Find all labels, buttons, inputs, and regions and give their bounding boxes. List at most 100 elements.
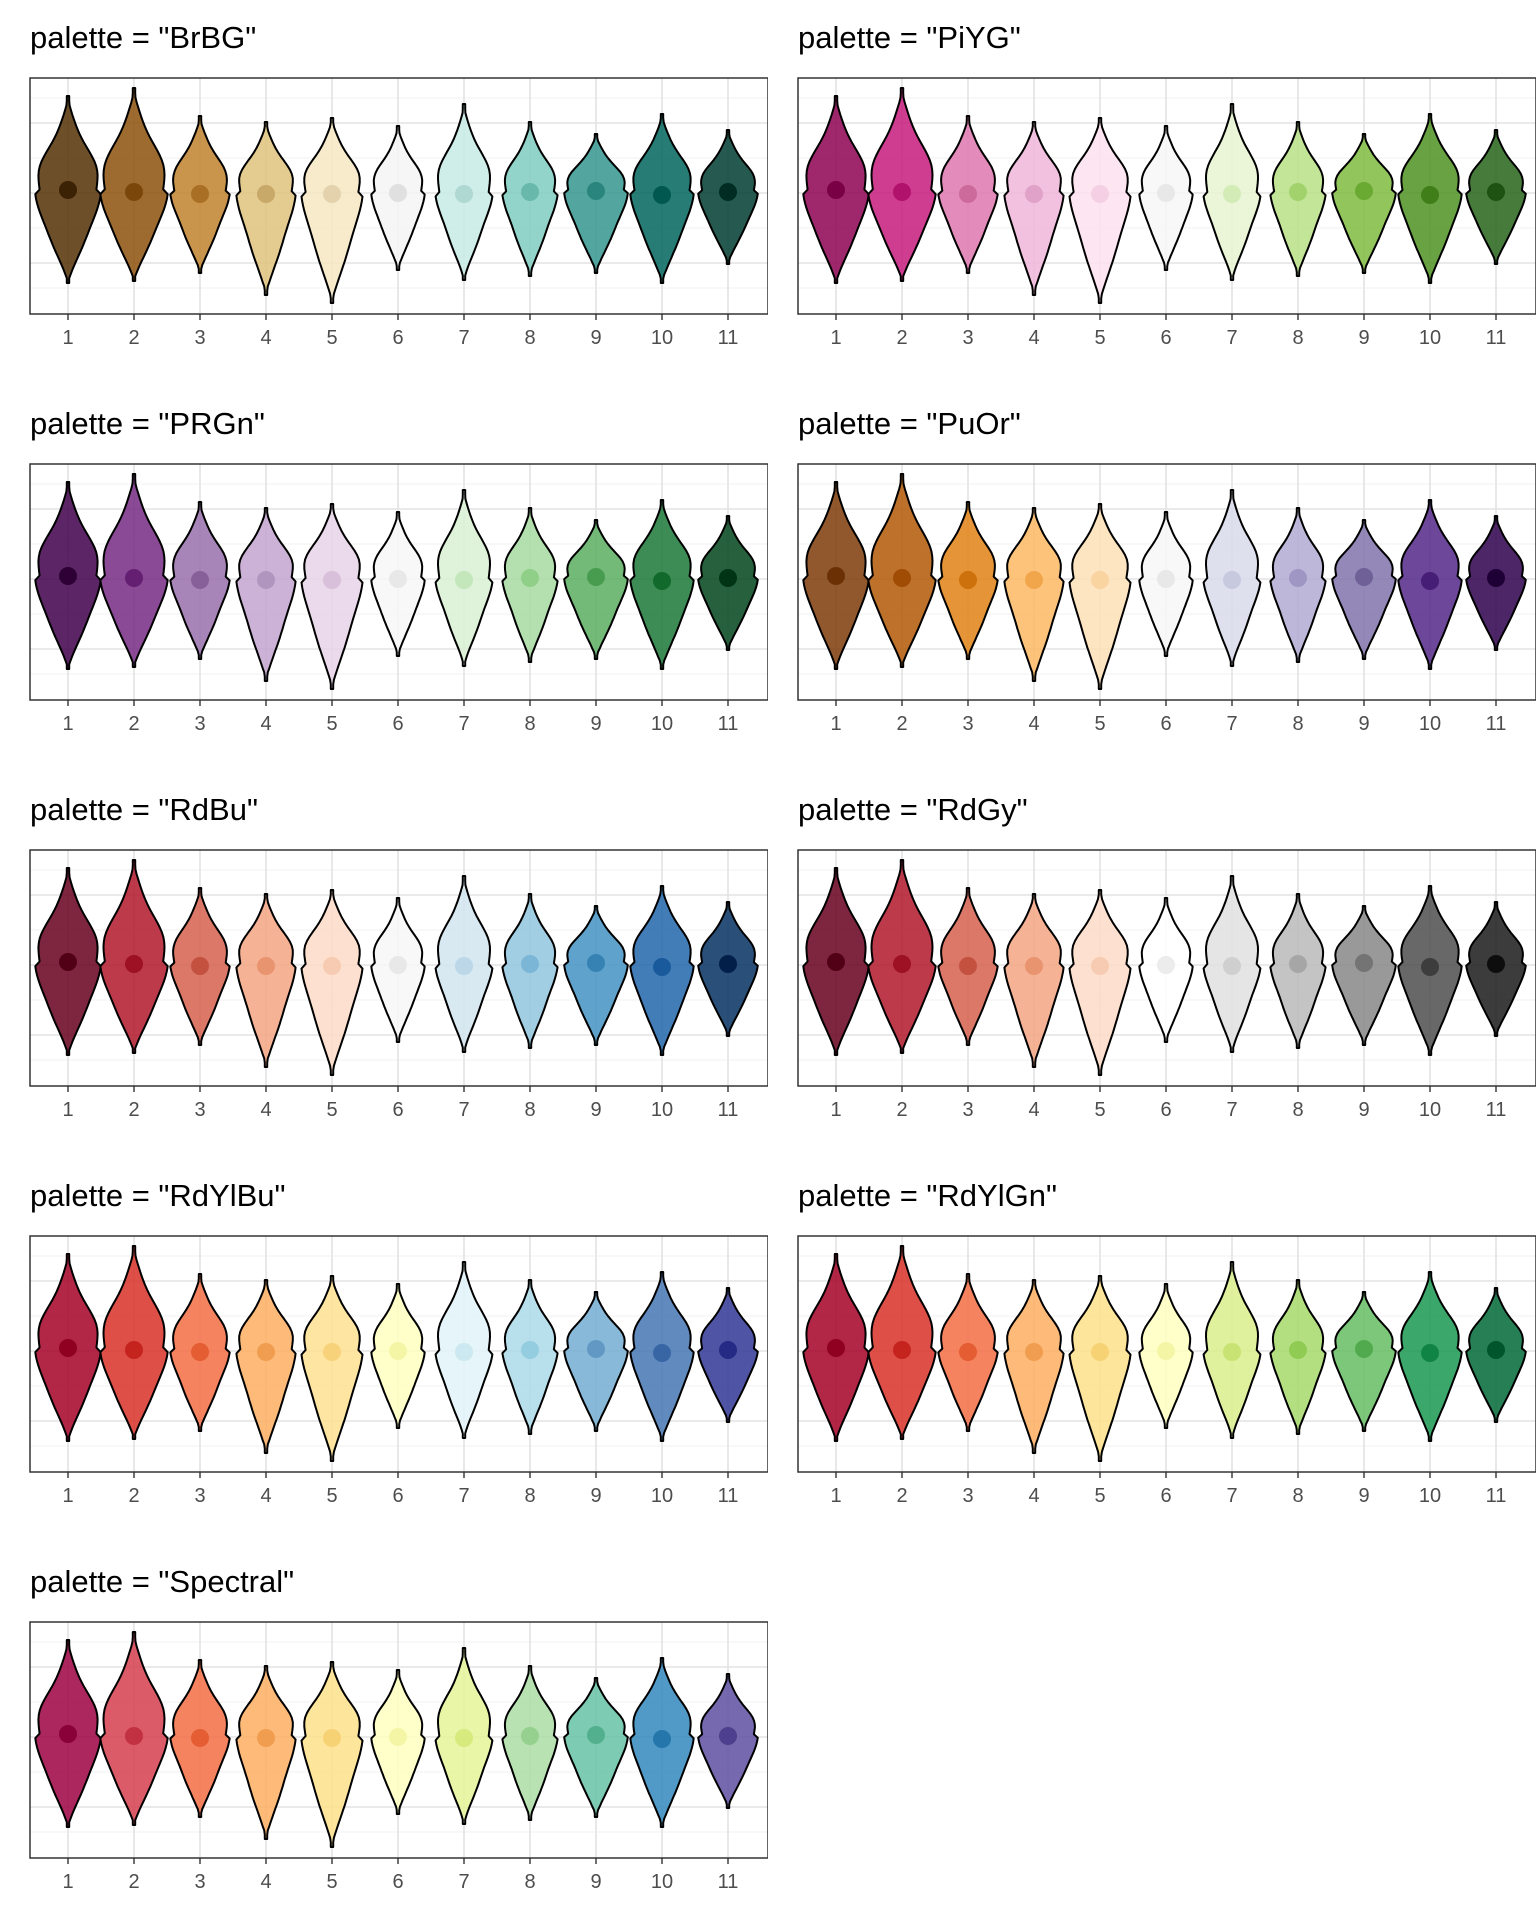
- x-tick-label: 3: [194, 327, 205, 349]
- median-point-7: [455, 1343, 473, 1361]
- x-tick-label: 5: [326, 713, 337, 735]
- median-point-9: [587, 1340, 605, 1358]
- median-point-8: [521, 569, 539, 587]
- median-point-4: [1025, 185, 1043, 203]
- x-tick-label: 10: [651, 1099, 673, 1121]
- plot-border: [797, 1235, 1536, 1473]
- median-point-2: [125, 183, 143, 201]
- plot-border: [29, 1621, 768, 1859]
- x-tick-label: 7: [1226, 327, 1237, 349]
- chart-panel: palette = "Spectral" 1 2 3 4 5 6 7 8 9 10 11: [0, 1544, 768, 1930]
- median-point-5: [323, 571, 341, 589]
- x-tick-label: 6: [1160, 1485, 1171, 1507]
- median-point-4: [257, 1729, 275, 1747]
- median-point-2: [125, 955, 143, 973]
- median-point-5: [323, 1343, 341, 1361]
- median-point-5: [1091, 571, 1109, 589]
- plot-border: [29, 77, 768, 315]
- median-point-11: [1487, 569, 1505, 587]
- median-point-3: [191, 185, 209, 203]
- x-tick-label: 5: [326, 327, 337, 349]
- median-point-11: [719, 1341, 737, 1359]
- median-point-2: [893, 569, 911, 587]
- panel-title: palette = "PiYG": [798, 20, 1021, 55]
- x-tick-label: 4: [1028, 1485, 1039, 1507]
- median-point-11: [1487, 183, 1505, 201]
- median-point-3: [191, 1343, 209, 1361]
- median-point-10: [653, 958, 671, 976]
- x-tick-label: 10: [651, 713, 673, 735]
- median-point-3: [959, 957, 977, 975]
- panel-title: palette = "RdGy": [798, 792, 1028, 827]
- median-point-11: [719, 569, 737, 587]
- median-point-7: [1223, 571, 1241, 589]
- median-point-11: [1487, 955, 1505, 973]
- median-point-9: [587, 1726, 605, 1744]
- x-tick-label: 6: [1160, 713, 1171, 735]
- x-tick-label: 5: [1094, 1485, 1105, 1507]
- median-point-3: [191, 571, 209, 589]
- x-tick-label: 3: [194, 1099, 205, 1121]
- x-tick-label: 1: [830, 1485, 841, 1507]
- x-tick-label: 3: [962, 1099, 973, 1121]
- x-tick-label: 10: [1419, 1485, 1441, 1507]
- chart-svg: 1 2 3 4 5 6 7 8 9 10 11: [797, 77, 1536, 349]
- chart-panel: palette = "PRGn" 1 2 3 4 5 6 7 8 9 10 11: [0, 386, 768, 772]
- x-tick-label: 5: [1094, 1099, 1105, 1121]
- panel-title: palette = "PuOr": [798, 406, 1021, 441]
- median-point-1: [59, 953, 77, 971]
- x-tick-label: 4: [1028, 1099, 1039, 1121]
- median-point-2: [893, 1341, 911, 1359]
- median-point-8: [521, 1341, 539, 1359]
- chart-svg: 1 2 3 4 5 6 7 8 9 10 11: [29, 849, 768, 1121]
- median-point-9: [1355, 1340, 1373, 1358]
- x-tick-label: 3: [962, 713, 973, 735]
- x-tick-label: 5: [326, 1871, 337, 1893]
- panel-title: palette = "BrBG": [30, 20, 257, 55]
- median-point-9: [587, 182, 605, 200]
- x-tick-label: 4: [1028, 327, 1039, 349]
- violin-4: [1003, 121, 1065, 296]
- violin-4: [235, 1665, 297, 1840]
- x-tick-label: 11: [1486, 1099, 1507, 1121]
- panel-title: palette = "RdYlGn": [798, 1178, 1057, 1213]
- chart-svg: 1 2 3 4 5 6 7 8 9 10 11: [797, 1235, 1536, 1507]
- chart-svg: 1 2 3 4 5 6 7 8 9 10 11: [797, 463, 1536, 735]
- median-point-8: [521, 183, 539, 201]
- median-point-3: [959, 185, 977, 203]
- x-tick-label: 1: [62, 1099, 73, 1121]
- x-tick-label: 6: [1160, 1099, 1171, 1121]
- violin-4: [235, 1279, 297, 1454]
- median-point-1: [827, 1339, 845, 1357]
- median-point-2: [125, 569, 143, 587]
- chart-svg: 1 2 3 4 5 6 7 8 9 10 11: [797, 849, 1536, 1121]
- x-tick-label: 6: [392, 1485, 403, 1507]
- violin-5: [1068, 117, 1132, 304]
- median-point-6: [389, 1728, 407, 1746]
- x-tick-label: 7: [1226, 713, 1237, 735]
- chart-svg: 1 2 3 4 5 6 7 8 9 10 11: [29, 77, 768, 349]
- median-point-7: [1223, 185, 1241, 203]
- x-tick-label: 11: [718, 1099, 739, 1121]
- x-tick-label: 8: [1292, 713, 1303, 735]
- median-point-6: [389, 570, 407, 588]
- x-tick-label: 1: [62, 327, 73, 349]
- x-tick-label: 8: [1292, 327, 1303, 349]
- x-tick-label: 11: [718, 327, 739, 349]
- violin-9: [1331, 133, 1397, 274]
- x-tick-label: 8: [524, 1485, 535, 1507]
- median-point-10: [1421, 958, 1439, 976]
- median-point-6: [1157, 184, 1175, 202]
- median-point-8: [1289, 183, 1307, 201]
- x-tick-label: 8: [1292, 1099, 1303, 1121]
- median-point-7: [1223, 1343, 1241, 1361]
- violin-4: [1003, 893, 1065, 1068]
- x-tick-label: 2: [128, 1099, 139, 1121]
- x-tick-label: 6: [1160, 327, 1171, 349]
- median-point-7: [455, 185, 473, 203]
- median-point-5: [1091, 957, 1109, 975]
- x-tick-label: 4: [260, 1485, 271, 1507]
- x-tick-label: 7: [1226, 1485, 1237, 1507]
- median-point-1: [827, 181, 845, 199]
